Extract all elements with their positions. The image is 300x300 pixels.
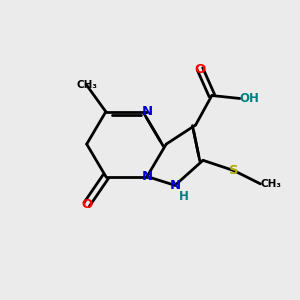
Text: O: O xyxy=(81,198,92,211)
Text: CH₃: CH₃ xyxy=(260,179,281,189)
Text: OH: OH xyxy=(240,92,260,105)
Text: O: O xyxy=(194,62,206,76)
Text: N: N xyxy=(142,170,153,183)
Text: CH₃: CH₃ xyxy=(76,80,97,90)
Text: N: N xyxy=(169,179,181,192)
Text: H: H xyxy=(179,190,189,203)
Text: N: N xyxy=(142,105,153,118)
Text: S: S xyxy=(229,164,239,177)
